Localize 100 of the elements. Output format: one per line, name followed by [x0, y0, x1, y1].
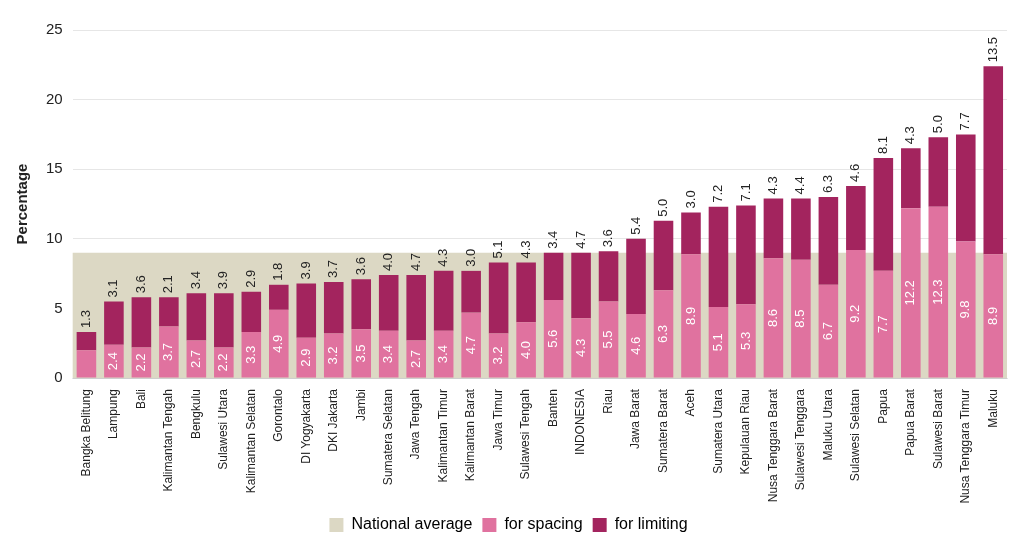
x-tick-label: DKI Jakarta: [326, 388, 341, 452]
x-tick-label: Jawa Barat: [628, 388, 643, 450]
y-axis-title: Percentage: [13, 163, 31, 245]
bar: [928, 137, 949, 207]
bar: [76, 332, 97, 351]
x-tick-label: Kalimantan Barat: [463, 388, 478, 482]
x-tick-label: Sulawesi Barat: [930, 388, 945, 470]
data-label: 2.7: [407, 349, 423, 369]
x-tick-label: Kalimantan Selatan: [243, 389, 258, 494]
data-label: 2.1: [160, 275, 176, 294]
data-label: 1.3: [78, 310, 93, 329]
data-label: 4.0: [380, 252, 396, 272]
x-tick-label: Kepulauan Riau: [738, 389, 753, 475]
legend-label: National average: [351, 515, 473, 533]
bar: [763, 198, 784, 259]
data-label: 5.3: [737, 331, 753, 350]
data-label: 12.3: [929, 279, 945, 305]
bar: [873, 270, 894, 378]
data-label: 4.7: [572, 230, 588, 249]
data-label: 13.5: [984, 36, 1000, 63]
bar: [268, 309, 289, 378]
bar: [296, 283, 317, 338]
x-tick-label: Sulawesi Tenggara: [793, 388, 808, 491]
x-tick-label: Bali: [133, 389, 148, 410]
x-tick-label: Sulawesi Selatan: [848, 389, 863, 482]
legend-label: for spacing: [504, 515, 583, 533]
x-tick-label: Bangka Belitung: [78, 389, 93, 477]
bar: [406, 340, 426, 378]
x-tick-label: Papua: [875, 388, 890, 424]
bar: [653, 220, 674, 291]
data-label: 5.4: [627, 216, 643, 235]
data-label: 2.7: [187, 349, 203, 369]
data-label: 3.7: [325, 259, 341, 278]
data-label: 3.1: [105, 279, 121, 298]
data-label: 3.0: [462, 248, 478, 267]
data-label: 4.7: [462, 336, 478, 355]
data-label: 7.2: [710, 184, 726, 203]
data-label: 5.1: [710, 333, 726, 352]
data-label: 3.4: [380, 345, 396, 364]
bar: [763, 258, 784, 378]
x-tick-label: Bengkulu: [188, 389, 203, 440]
bar: [488, 262, 509, 334]
data-label: 8.6: [765, 308, 780, 327]
data-label: 9.8: [957, 300, 973, 319]
x-tick-label: Aceh: [683, 389, 698, 417]
data-label: 8.1: [874, 136, 890, 155]
data-label: 2.4: [105, 352, 121, 371]
x-tick-label: Nusa Tenggara Timur: [958, 389, 973, 504]
bar: [296, 337, 317, 378]
bar: [159, 297, 179, 327]
data-label: 3.4: [187, 271, 203, 290]
bar: [104, 301, 124, 345]
data-label: 3.7: [160, 343, 176, 362]
x-tick-label: Sulawesi Utara: [216, 388, 231, 470]
bar: [791, 198, 811, 260]
bar: [901, 208, 921, 378]
bar: [131, 297, 152, 348]
bar: [681, 212, 701, 255]
data-label: 5.0: [929, 115, 945, 134]
x-tick-label: Gorontalo: [271, 388, 286, 442]
x-tick-label: Sumatera Barat: [655, 388, 670, 474]
data-label: 3.2: [490, 346, 506, 365]
bar: [543, 252, 564, 301]
bar: [571, 318, 591, 378]
data-label: 7.1: [737, 183, 753, 202]
bar: [818, 197, 839, 285]
data-label: 2.2: [132, 353, 148, 372]
data-label: 3.6: [352, 257, 368, 276]
data-label: 5.6: [545, 329, 561, 348]
data-label: 3.2: [325, 346, 341, 365]
bar: [323, 333, 344, 378]
bar: [516, 262, 536, 323]
data-label: 9.2: [847, 304, 863, 323]
x-tick-label: Kalimantan Timur: [435, 389, 450, 483]
bar: [736, 205, 756, 305]
bar: [846, 249, 866, 378]
bar: [736, 304, 756, 378]
data-label: 4.4: [792, 176, 808, 195]
bar: [351, 329, 372, 378]
x-tick-label: Riau: [600, 389, 615, 414]
data-label: 12.2: [902, 280, 918, 306]
data-label: 4.6: [627, 336, 643, 355]
data-label: 5.0: [655, 198, 671, 217]
bar: [571, 252, 591, 319]
data-label: 4.7: [407, 252, 423, 272]
bar: [461, 312, 481, 378]
bar: [186, 293, 207, 341]
x-tick-label: Papua Barat: [903, 388, 918, 456]
bar: [955, 241, 976, 378]
data-label: 7.7: [957, 112, 973, 131]
data-label: 3.4: [435, 345, 451, 364]
bar: [598, 251, 619, 302]
data-label: 6.3: [819, 174, 835, 194]
data-label: 3.0: [682, 190, 698, 209]
data-label: 4.3: [435, 248, 451, 267]
data-label: 8.9: [984, 306, 1000, 325]
data-label: 3.3: [242, 345, 258, 364]
bar: [159, 326, 179, 378]
bar: [186, 340, 207, 378]
bar: [846, 185, 866, 250]
